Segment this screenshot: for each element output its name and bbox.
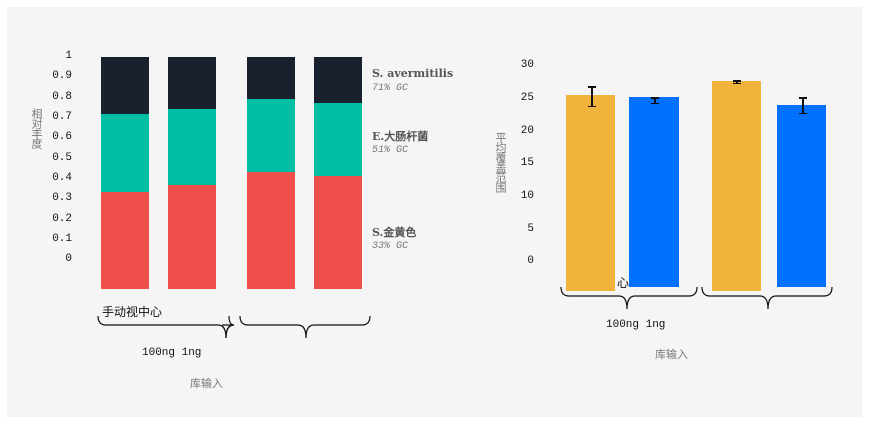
segment-e-coli [168, 109, 216, 185]
y-tick: 1 [65, 50, 72, 62]
legend-gc-s-aureus: 33% GC [372, 241, 409, 252]
segment-s-avermitilis [168, 57, 216, 109]
segment-e-coli [101, 114, 149, 192]
error-bar-1 [588, 86, 596, 107]
stacked-bar-3 [247, 57, 295, 289]
y-tick: 5 [527, 223, 534, 235]
y-tick: 0.4 [52, 172, 72, 184]
y-tick: 0.1 [52, 233, 72, 245]
coverage-bar-1 [566, 95, 615, 291]
y-tick: 0.8 [52, 91, 72, 103]
legend-name-s-avermitilis: S. avermitilis [372, 67, 454, 80]
error-bar-3 [733, 80, 741, 84]
stacked-bar-1 [101, 57, 149, 289]
left-x-axis-label: 库输入 [190, 377, 223, 390]
error-bar-4 [799, 97, 807, 114]
y-tick: 0.2 [52, 213, 72, 225]
segment-s-avermitilis [314, 57, 362, 103]
y-tick: 30 [520, 59, 534, 71]
coverage-bar-2 [629, 97, 679, 287]
coverage-bar-4 [777, 105, 826, 287]
error-bar-2 [651, 97, 659, 104]
y-tick: 10 [520, 190, 534, 202]
legend-name-e-coli: E.大肠杆菌 [372, 130, 429, 143]
y-tick: 0.6 [52, 131, 72, 143]
y-tick: 0.7 [52, 111, 72, 123]
y-tick: 20 [520, 125, 534, 137]
y-tick: 0 [527, 255, 534, 267]
right-x-axis-label: 库输入 [655, 348, 688, 361]
right-y-axis-label: 平均覆盖范围 [494, 132, 507, 192]
y-tick: 25 [520, 92, 534, 104]
right-group-braces [560, 286, 833, 310]
segment-s-aureus [314, 176, 362, 289]
y-tick: 0.3 [52, 192, 72, 204]
segment-s-aureus [247, 172, 295, 289]
y-tick: 15 [520, 157, 534, 169]
segment-s-aureus [101, 192, 149, 289]
left-y-axis-label: 相对丰度 [30, 108, 43, 148]
right-annotation: 心 [617, 276, 630, 290]
right-group-label: 100ng 1ng [606, 319, 666, 331]
segment-s-aureus [168, 185, 216, 289]
left-group-braces [97, 315, 371, 339]
left-annotation: 手动视中心 [102, 305, 163, 319]
segment-s-avermitilis [247, 57, 295, 99]
stacked-bar-4 [314, 57, 362, 289]
segment-e-coli [314, 103, 362, 176]
legend-gc-s-avermitilis: 71% GC [372, 83, 409, 94]
legend-name-s-aureus: S.金黄色 [372, 226, 417, 239]
y-tick: 0.5 [52, 152, 72, 164]
legend-gc-e-coli: 51% GC [372, 145, 409, 156]
segment-e-coli [247, 99, 295, 172]
segment-s-avermitilis [101, 57, 149, 114]
y-tick: 0.9 [52, 70, 72, 82]
stacked-bar-2 [168, 57, 216, 289]
coverage-bar-3 [712, 81, 761, 291]
left-group-label: 100ng 1ng [142, 347, 202, 359]
y-tick: 0 [65, 253, 72, 265]
